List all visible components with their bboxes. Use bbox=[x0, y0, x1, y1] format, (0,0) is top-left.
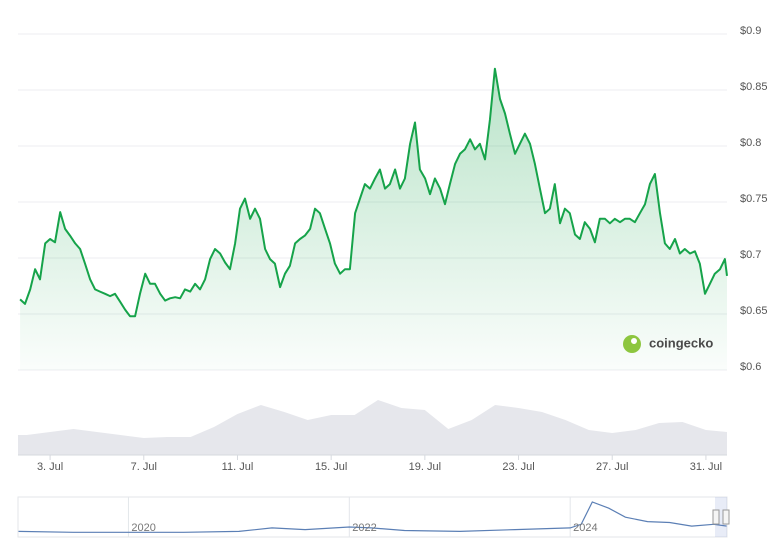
navigator-tick-label: 2022 bbox=[352, 522, 376, 534]
navigator-line bbox=[17, 501, 728, 533]
watermark: coingecko bbox=[623, 335, 713, 353]
watermark-text: coingecko bbox=[649, 335, 713, 350]
x-tick-label: 3. Jul bbox=[37, 461, 63, 473]
x-tick-label: 23. Jul bbox=[502, 461, 534, 473]
y-tick-label: $0.85 bbox=[740, 81, 768, 93]
volume-area bbox=[18, 400, 727, 455]
navigator-tick-label: 2020 bbox=[131, 522, 155, 534]
navigator-selection[interactable] bbox=[715, 497, 727, 537]
y-tick-label: $0.75 bbox=[740, 193, 768, 205]
navigator-handle[interactable] bbox=[712, 509, 720, 525]
logo-eye bbox=[631, 338, 637, 344]
price-line bbox=[19, 67, 728, 318]
y-tick-label: $0.7 bbox=[740, 249, 761, 261]
x-tick-label: 27. Jul bbox=[596, 461, 628, 473]
navigator-handle[interactable] bbox=[722, 509, 730, 525]
x-tick-label: 19. Jul bbox=[409, 461, 441, 473]
x-tick-label: 31. Jul bbox=[690, 461, 722, 473]
x-tick-label: 7. Jul bbox=[131, 461, 157, 473]
x-tick-label: 11. Jul bbox=[222, 461, 254, 473]
y-tick-label: $0.65 bbox=[740, 305, 768, 317]
y-tick-label: $0.9 bbox=[740, 25, 761, 37]
y-tick-label: $0.6 bbox=[740, 361, 761, 373]
logo-icon bbox=[623, 335, 641, 353]
y-tick-label: $0.8 bbox=[740, 137, 761, 149]
navigator-tick-label: 2024 bbox=[573, 522, 597, 534]
price-area bbox=[20, 68, 728, 370]
x-tick-label: 15. Jul bbox=[315, 461, 347, 473]
